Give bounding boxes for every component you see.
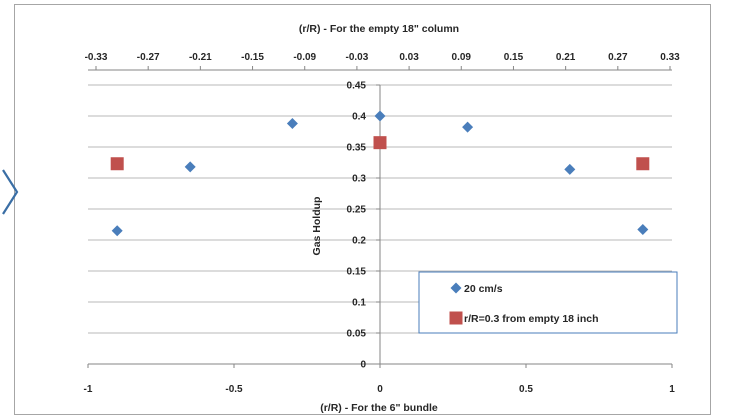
legend-label: 20 cm/s — [464, 283, 503, 295]
data-point-diamond — [462, 121, 474, 133]
y-tick-label: 0.15 — [347, 267, 367, 278]
tick-labels: 0 0.05 0.1 0.15 0.2 0.25 0.3 0.35 0.4 0.45 -1 -0.5 0… — [84, 52, 681, 395]
legend-label: r/R=0.3 from empty 18 inch — [464, 313, 599, 325]
data-point-diamond — [564, 163, 576, 175]
top-tick-label: 0.27 — [608, 52, 628, 63]
top-tick-label: -0.03 — [346, 52, 369, 63]
top-tick-label: -0.27 — [137, 52, 160, 63]
y-tick-label: 0.45 — [347, 81, 367, 92]
data-point-square — [110, 157, 124, 171]
data-point-square — [373, 136, 387, 150]
x-axis-title: (r/R) - For the 6" bundle — [320, 402, 438, 414]
x-tick-label: 0 — [377, 384, 383, 395]
legend-marker — [449, 311, 463, 325]
top-tick-label: -0.09 — [293, 52, 316, 63]
top-tick-label: -0.15 — [241, 52, 264, 63]
y-tick-label: 0.3 — [352, 174, 366, 185]
top-tick-label: 0.09 — [452, 52, 472, 63]
x-tick-label: 0.5 — [519, 384, 533, 395]
legend: 20 cm/s r/R=0.3 from empty 18 inch — [418, 271, 678, 334]
x-tick-label: -0.5 — [225, 384, 243, 395]
legend-items: 20 cm/s r/R=0.3 from empty 18 inch — [449, 282, 599, 325]
data-points — [110, 110, 650, 237]
x-tick-label: 1 — [669, 384, 675, 395]
top-tick-label: 0.03 — [399, 52, 419, 63]
top-tick-label: 0.15 — [504, 52, 524, 63]
y-axis-title: Gas Holdup — [311, 197, 323, 256]
data-point-diamond — [286, 117, 298, 129]
top-axis-title: (r/R) - For the empty 18" column — [299, 23, 459, 35]
y-tick-label: 0.2 — [352, 236, 366, 247]
y-tick-label: 0.4 — [352, 112, 366, 123]
y-tick-label: 0.1 — [352, 298, 366, 309]
data-point-diamond — [184, 161, 196, 173]
top-tick-label: 0.21 — [556, 52, 576, 63]
top-tick-label: 0.33 — [660, 52, 680, 63]
chevron-right-icon — [2, 169, 19, 215]
y-tick-label: 0.25 — [347, 205, 367, 216]
data-point-diamond — [637, 223, 649, 235]
data-point-diamond — [374, 110, 386, 122]
y-tick-label: 0 — [360, 360, 366, 371]
top-tick-label: -0.21 — [189, 52, 212, 63]
y-tick-label: 0.35 — [347, 143, 367, 154]
top-tick-label: -0.33 — [85, 52, 108, 63]
data-point-square — [636, 157, 650, 171]
y-tick-label: 0.05 — [347, 329, 367, 340]
x-tick-label: -1 — [84, 384, 93, 395]
axes-layer — [87, 66, 673, 368]
data-point-diamond — [111, 225, 123, 237]
legend-marker — [450, 282, 462, 294]
